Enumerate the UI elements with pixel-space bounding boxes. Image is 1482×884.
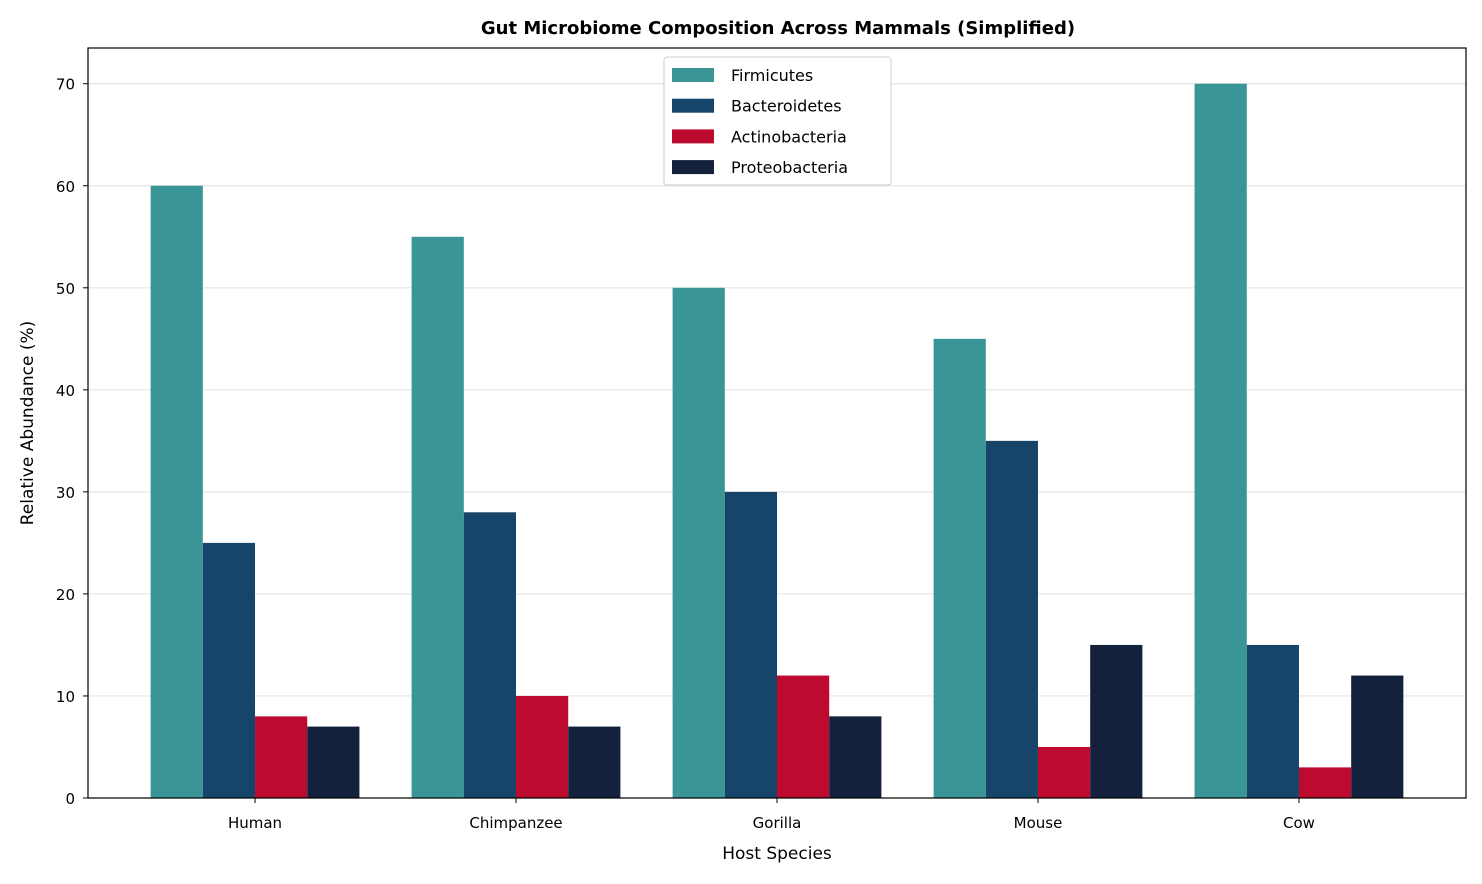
x-tick-label: Human (228, 814, 282, 832)
bar-firmicutes-human (150, 185, 203, 798)
legend-label: Firmicutes (731, 66, 813, 85)
bar-bacteroidetes-gorilla (724, 491, 777, 798)
bar-bacteroidetes-mouse (985, 440, 1038, 798)
bar-actinobacteria-human (255, 716, 308, 798)
x-tick-label: Gorilla (753, 814, 802, 832)
legend-swatch (672, 98, 714, 113)
x-tick-label: Cow (1283, 814, 1315, 832)
bar-actinobacteria-cow (1298, 767, 1352, 798)
bar-proteobacteria-human (307, 726, 360, 798)
bar-bacteroidetes-cow (1246, 644, 1299, 798)
legend-label: Bacteroidetes (731, 97, 842, 116)
legend-label: Proteobacteria (731, 158, 848, 177)
bar-proteobacteria-mouse (1090, 644, 1143, 798)
bar-actinobacteria-gorilla (777, 675, 830, 798)
y-tick-label: 40 (56, 382, 75, 400)
y-tick-label: 10 (56, 688, 75, 706)
legend-swatch (672, 68, 714, 82)
y-axis-label: Relative Abundance (%) (18, 321, 38, 526)
legend-box (663, 56, 892, 186)
x-tick-label: Mouse (1014, 814, 1063, 832)
bar-firmicutes-mouse (933, 338, 986, 798)
bar-bacteroidetes-chimpanzee (463, 512, 517, 798)
bar-firmicutes-gorilla (672, 287, 725, 798)
bar-firmicutes-cow (1194, 83, 1247, 798)
bar-proteobacteria-gorilla (829, 716, 882, 798)
legend-swatch (672, 160, 714, 175)
bar-actinobacteria-mouse (1037, 746, 1091, 798)
bar-bacteroidetes-human (202, 542, 256, 798)
x-tick-label: Chimpanzee (469, 814, 562, 832)
x-axis-label: Host Species (722, 844, 832, 864)
legend-label: Actinobacteria (731, 127, 847, 146)
legend-swatch (672, 129, 714, 144)
bar-firmicutes-chimpanzee (411, 236, 464, 798)
y-tick-label: 30 (56, 484, 75, 502)
bar-actinobacteria-chimpanzee (516, 695, 569, 798)
y-tick-label: 20 (56, 586, 75, 604)
y-tick-label: 70 (56, 76, 75, 94)
chart-title: Gut Microbiome Composition Across Mammal… (481, 18, 1075, 39)
bar-proteobacteria-cow (1351, 675, 1404, 798)
y-tick-label: 50 (56, 280, 75, 298)
bar-proteobacteria-chimpanzee (568, 726, 621, 798)
y-tick-label: 0 (65, 790, 75, 808)
legend: Firmicutes Bacteroidetes Actinobacteria Pro… (663, 56, 892, 186)
y-tick-label: 60 (56, 178, 75, 196)
